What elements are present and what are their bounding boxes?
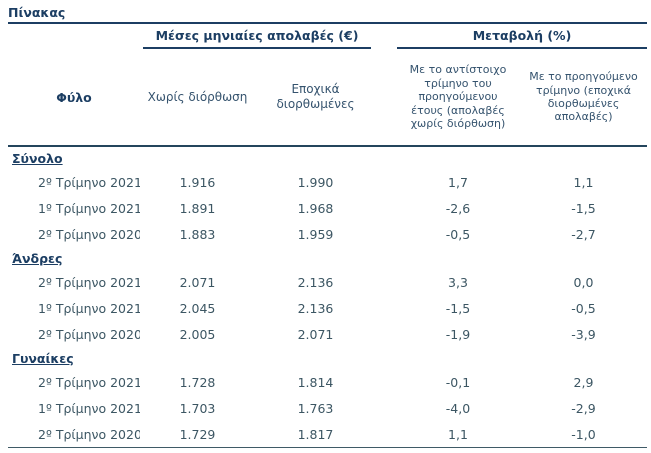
value-cell: 2.136 — [297, 300, 334, 316]
value-cell: 1.959 — [297, 226, 334, 242]
value-cell: -2,7 — [571, 226, 596, 242]
column-group-earnings: Μέσες μηνιαίες απολαβές (€) — [143, 24, 371, 49]
section-row-women: Γυναίκες — [8, 347, 647, 369]
value-cell: -2,9 — [571, 400, 596, 416]
value-cell: -0,5 — [571, 300, 596, 316]
period-label: 2º Τρίμηνο 2021 — [38, 274, 140, 290]
value-cell: -0,5 — [445, 226, 471, 242]
value-cell: -1,0 — [571, 426, 596, 442]
section-label: Άνδρες — [12, 250, 63, 266]
value-cell: 1,1 — [573, 174, 594, 190]
value-cell: 2.005 — [179, 326, 216, 342]
period-label: 2º Τρίμηνο 2020 — [38, 326, 140, 342]
value-cell: 2.071 — [297, 326, 334, 342]
period-label: 1º Τρίμηνο 2021 — [38, 200, 140, 216]
table-body: Σύνολο 2º Τρίμηνο 2021 1.916 1.990 1,7 1… — [8, 147, 647, 448]
value-cell: 1.814 — [297, 374, 334, 390]
value-cell: 1.891 — [179, 200, 216, 216]
value-cell: 3,3 — [448, 274, 468, 290]
value-cell: 1.968 — [297, 200, 334, 216]
value-cell: 1.703 — [179, 400, 216, 416]
column-header-seasonally-adjusted: Εποχικά διορθωμένες — [276, 82, 355, 111]
period-label: 1º Τρίμηνο 2021 — [38, 400, 140, 416]
value-cell: -1,5 — [571, 200, 596, 216]
value-cell: 1.728 — [179, 374, 216, 390]
table-header: Μέσες μηνιαίες απολαβές (€) Μεταβολή (%)… — [8, 24, 647, 147]
value-cell: -4,0 — [445, 400, 471, 416]
value-cell: -0,1 — [445, 374, 471, 390]
value-cell: 2.045 — [179, 300, 216, 316]
value-cell: 2.136 — [297, 274, 334, 290]
value-cell: -1,5 — [445, 300, 471, 316]
section-label: Γυναίκες — [12, 350, 74, 366]
table-row: 2º Τρίμηνο 2021 1.728 1.814 -0,1 2,9 — [8, 369, 647, 395]
column-header-qoq-change: Με το προηγούμενο τρίμηνο (εποχικά διορθ… — [529, 70, 638, 124]
value-cell: 1.763 — [297, 400, 334, 416]
section-label: Σύνολο — [12, 150, 63, 166]
value-cell: 1.729 — [179, 426, 216, 442]
earnings-table: Μέσες μηνιαίες απολαβές (€) Μεταβολή (%)… — [8, 22, 647, 448]
table-row: 2º Τρίμηνο 2020 1.729 1.817 1,1 -1,0 — [8, 421, 647, 447]
section-row-men: Άνδρες — [8, 247, 647, 269]
value-cell: 1,1 — [448, 426, 468, 442]
value-cell: 1.916 — [179, 174, 216, 190]
column-header-row: Φύλο Χωρίς διόρθωση Εποχικά διορθωμένες … — [8, 49, 647, 145]
column-group-change: Μεταβολή (%) — [397, 24, 647, 49]
table-row: 2º Τρίμηνο 2020 1.883 1.959 -0,5 -2,7 — [8, 221, 647, 247]
table-row: 1º Τρίμηνο 2021 1.703 1.763 -4,0 -2,9 — [8, 395, 647, 421]
value-cell: -1,9 — [445, 326, 471, 342]
period-label: 2º Τρίμηνο 2020 — [38, 426, 140, 442]
period-label: 2º Τρίμηνο 2021 — [38, 174, 140, 190]
table-row: 2º Τρίμηνο 2021 2.071 2.136 3,3 0,0 — [8, 269, 647, 295]
value-cell: 1.883 — [179, 226, 216, 242]
column-header-unadjusted: Χωρίς διόρθωση — [147, 89, 248, 104]
table-row: 2º Τρίμηνο 2020 2.005 2.071 -1,9 -3,9 — [8, 321, 647, 347]
column-header-yoy-change: Με το αντίστοιχο τρίμηνο του προηγούμενο… — [409, 63, 507, 131]
column-group-row: Μέσες μηνιαίες απολαβές (€) Μεταβολή (%) — [8, 24, 647, 49]
value-cell: 1.990 — [297, 174, 334, 190]
table-row: 1º Τρίμηνο 2021 1.891 1.968 -2,6 -1,5 — [8, 195, 647, 221]
value-cell: -2,6 — [445, 200, 471, 216]
value-cell: 1,7 — [448, 174, 468, 190]
period-label: 2º Τρίμηνο 2020 — [38, 226, 140, 242]
value-cell: 0,0 — [573, 274, 594, 290]
page-title: Πίνακας — [8, 5, 66, 20]
row-header-gender: Φύλο — [56, 89, 92, 105]
period-label: 2º Τρίμηνο 2021 — [38, 374, 140, 390]
table-row: 2º Τρίμηνο 2021 1.916 1.990 1,7 1,1 — [8, 169, 647, 195]
period-label: 1º Τρίμηνο 2021 — [38, 300, 140, 316]
value-cell: 1.817 — [297, 426, 334, 442]
value-cell: 2.071 — [179, 274, 216, 290]
section-row-total: Σύνολο — [8, 147, 647, 169]
value-cell: 2,9 — [573, 374, 594, 390]
table-row: 1º Τρίμηνο 2021 2.045 2.136 -1,5 -0,5 — [8, 295, 647, 321]
value-cell: -3,9 — [571, 326, 596, 342]
